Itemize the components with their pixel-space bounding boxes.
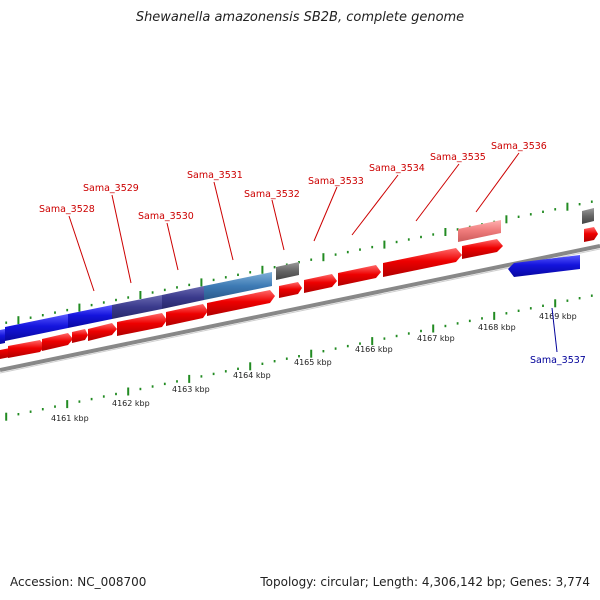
gene-label[interactable]: Sama_3532 bbox=[244, 189, 300, 200]
gene-arrow bbox=[5, 314, 68, 341]
gene-arrow bbox=[0, 329, 5, 344]
kbp-label: 4165 kbp bbox=[294, 358, 332, 367]
gene-arrow bbox=[279, 282, 302, 298]
gene-label[interactable]: Sama_3528 bbox=[39, 204, 95, 215]
genome-summary-text: Topology: circular; Length: 4,306,142 bp… bbox=[260, 575, 590, 589]
gene-arrow bbox=[207, 290, 275, 316]
reverse-strand-genes bbox=[508, 255, 580, 277]
kbp-label: 4161 kbp bbox=[51, 414, 89, 423]
gene-arrow bbox=[458, 220, 501, 242]
gene-arrow bbox=[162, 286, 204, 309]
gene-label[interactable]: Sama_3534 bbox=[369, 163, 425, 174]
gene-arrow bbox=[72, 329, 88, 343]
gene-arrow bbox=[88, 323, 117, 341]
gene-arrow bbox=[112, 295, 162, 319]
coordinate-ticks-lower bbox=[5, 294, 593, 421]
gene-labels: Sama_3528 Sama_3529 Sama_3530 Sama_3531 … bbox=[39, 141, 586, 366]
kbp-label: 4164 kbp bbox=[233, 371, 271, 380]
gene-arrow bbox=[383, 248, 462, 277]
gene-arrow bbox=[582, 208, 594, 224]
map-title: Shewanella amazonensis SB2B, complete ge… bbox=[135, 10, 465, 25]
gene-arrow bbox=[508, 255, 580, 277]
gene-arrow bbox=[166, 304, 208, 326]
coordinate-ticks-upper bbox=[5, 200, 593, 325]
gene-label[interactable]: Sama_3536 bbox=[491, 141, 547, 152]
gene-arrow bbox=[68, 305, 112, 328]
forward-strand-genes bbox=[0, 227, 598, 359]
upper-strand-genes bbox=[0, 208, 594, 344]
gene-arrow bbox=[204, 272, 272, 300]
gene-arrow bbox=[8, 340, 45, 358]
gene-label[interactable]: Sama_3531 bbox=[187, 170, 243, 181]
gene-label[interactable]: Sama_3535 bbox=[430, 152, 486, 163]
gene-label[interactable]: Sama_3529 bbox=[83, 183, 139, 194]
gene-label[interactable]: Sama_3533 bbox=[308, 176, 364, 187]
gene-arrow bbox=[338, 265, 381, 286]
gene-arrow bbox=[117, 313, 167, 336]
gene-arrow bbox=[304, 274, 337, 293]
kbp-label: 4169 kbp bbox=[539, 312, 577, 321]
gene-arrow bbox=[42, 333, 73, 351]
kbp-labels: 4161 kbp 4162 kbp 4163 kbp 4164 kbp 4165… bbox=[51, 312, 577, 423]
kbp-label: 4168 kbp bbox=[478, 323, 516, 332]
kbp-label: 4163 kbp bbox=[172, 385, 210, 394]
kbp-label: 4166 kbp bbox=[355, 345, 393, 354]
gene-label[interactable]: Sama_3537 bbox=[530, 355, 586, 366]
accession-text: Accession: NC_008700 bbox=[10, 575, 147, 589]
gene-label-leaders bbox=[68, 152, 558, 353]
kbp-label: 4162 kbp bbox=[112, 399, 150, 408]
gene-arrow bbox=[584, 227, 598, 242]
kbp-label: 4167 kbp bbox=[417, 334, 455, 343]
gene-arrow bbox=[462, 239, 503, 259]
gene-label[interactable]: Sama_3530 bbox=[138, 211, 194, 222]
genome-backbone bbox=[0, 244, 600, 374]
gene-arrow bbox=[276, 262, 299, 280]
